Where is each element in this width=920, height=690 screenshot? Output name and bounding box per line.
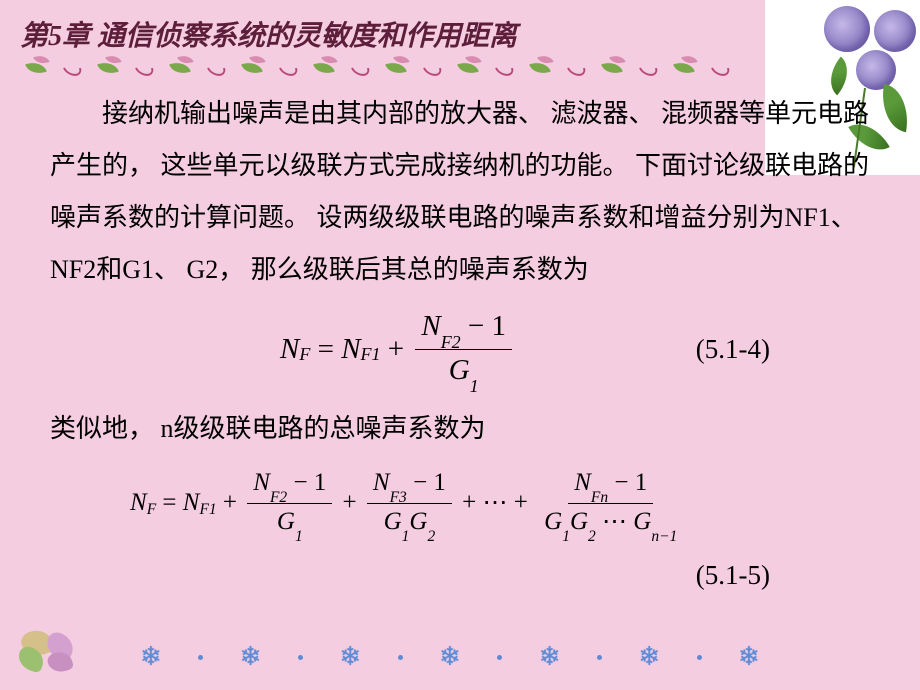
content-area: 接纳机输出噪声是由其内部的放大器、 滤波器、 混频器等单元电路产生的， 这些单元… [50,88,870,551]
paragraph-2: 类似地， n级级联电路的总噪声系数为 [50,403,870,455]
eq-label-2: (5.1-5) [696,560,770,591]
paragraph-1: 接纳机输出噪声是由其内部的放大器、 滤波器、 混频器等单元电路产生的， 这些单元… [50,88,870,296]
equation-5-1-4: NF = NF1 + NF2 − 1 G1 (5.1-4) [50,306,870,393]
chapter-title: 第5章 通信侦察系统的灵敏度和作用距离 [20,14,517,54]
leaf-divider [18,54,738,82]
snowflake-divider: ❄ ❄ ❄ ❄ ❄ ❄ ❄ [140,642,760,672]
equation-5-1-5: NF = NF1 + NF2 − 1 G1 + NF3 − 1 G1G2 + ⋯… [50,465,870,541]
butterfly-icon [16,626,78,678]
eq-label-1: (5.1-4) [696,322,770,376]
